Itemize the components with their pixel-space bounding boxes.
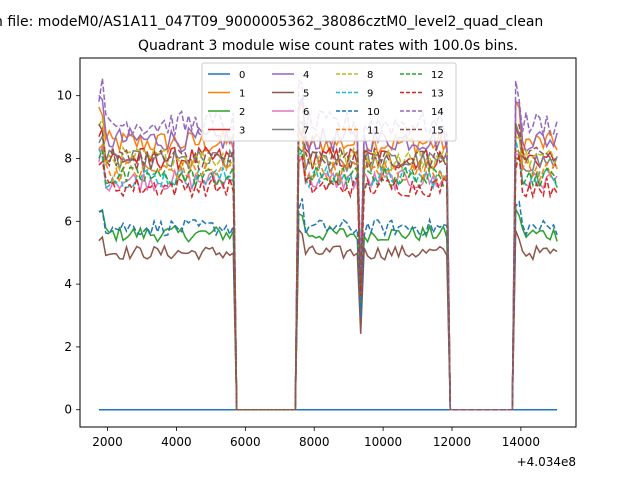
legend-label-15: 15 bbox=[431, 126, 444, 137]
legend-label-9: 9 bbox=[367, 89, 373, 100]
x-tick-label: 14000 bbox=[502, 435, 540, 449]
legend-box bbox=[201, 62, 457, 142]
x-tick-label: 2000 bbox=[92, 435, 123, 449]
axes-frame bbox=[79, 57, 577, 428]
legend-label-6: 6 bbox=[303, 107, 309, 118]
legend-label-10: 10 bbox=[367, 107, 380, 118]
legend-label-4: 4 bbox=[303, 70, 309, 81]
x-tick-label: 6000 bbox=[230, 435, 261, 449]
legend-label-11: 11 bbox=[367, 126, 380, 137]
legend-label-5: 5 bbox=[303, 89, 309, 100]
legend-label-14: 14 bbox=[431, 107, 444, 118]
legend-label-12: 12 bbox=[431, 70, 444, 81]
x-tick-label: 12000 bbox=[433, 435, 471, 449]
x-offset-label: +4.034e8 bbox=[517, 455, 576, 469]
series-layer bbox=[98, 78, 558, 411]
figure-suptitle: n file: modeM0/AS1A11_047T09_9000005362_… bbox=[0, 14, 543, 30]
legend-label-3: 3 bbox=[239, 126, 245, 137]
y-tick-label: 6 bbox=[64, 214, 72, 228]
legend-label-13: 13 bbox=[431, 89, 444, 100]
legend-label-8: 8 bbox=[367, 70, 373, 81]
y-axis: 0 2 4 6 8 10 bbox=[57, 89, 80, 417]
legend-label-7: 7 bbox=[303, 126, 309, 137]
series-line-15 bbox=[98, 121, 558, 411]
chart-title: Quadrant 3 module wise count rates with … bbox=[138, 38, 518, 54]
x-axis: 2000 4000 6000 8000 10000 12000 14000 bbox=[92, 427, 540, 449]
x-tick-label: 10000 bbox=[364, 435, 402, 449]
x-tick-label: 8000 bbox=[299, 435, 330, 449]
x-tick-label: 4000 bbox=[161, 435, 192, 449]
y-tick-label: 8 bbox=[64, 151, 72, 165]
legend-label-1: 1 bbox=[239, 89, 245, 100]
y-tick-label: 4 bbox=[64, 277, 72, 291]
legend-label-0: 0 bbox=[239, 70, 245, 81]
y-tick-label: 0 bbox=[64, 403, 72, 417]
y-tick-label: 2 bbox=[64, 340, 72, 354]
legend-label-2: 2 bbox=[239, 107, 245, 118]
y-tick-label: 10 bbox=[57, 89, 72, 103]
